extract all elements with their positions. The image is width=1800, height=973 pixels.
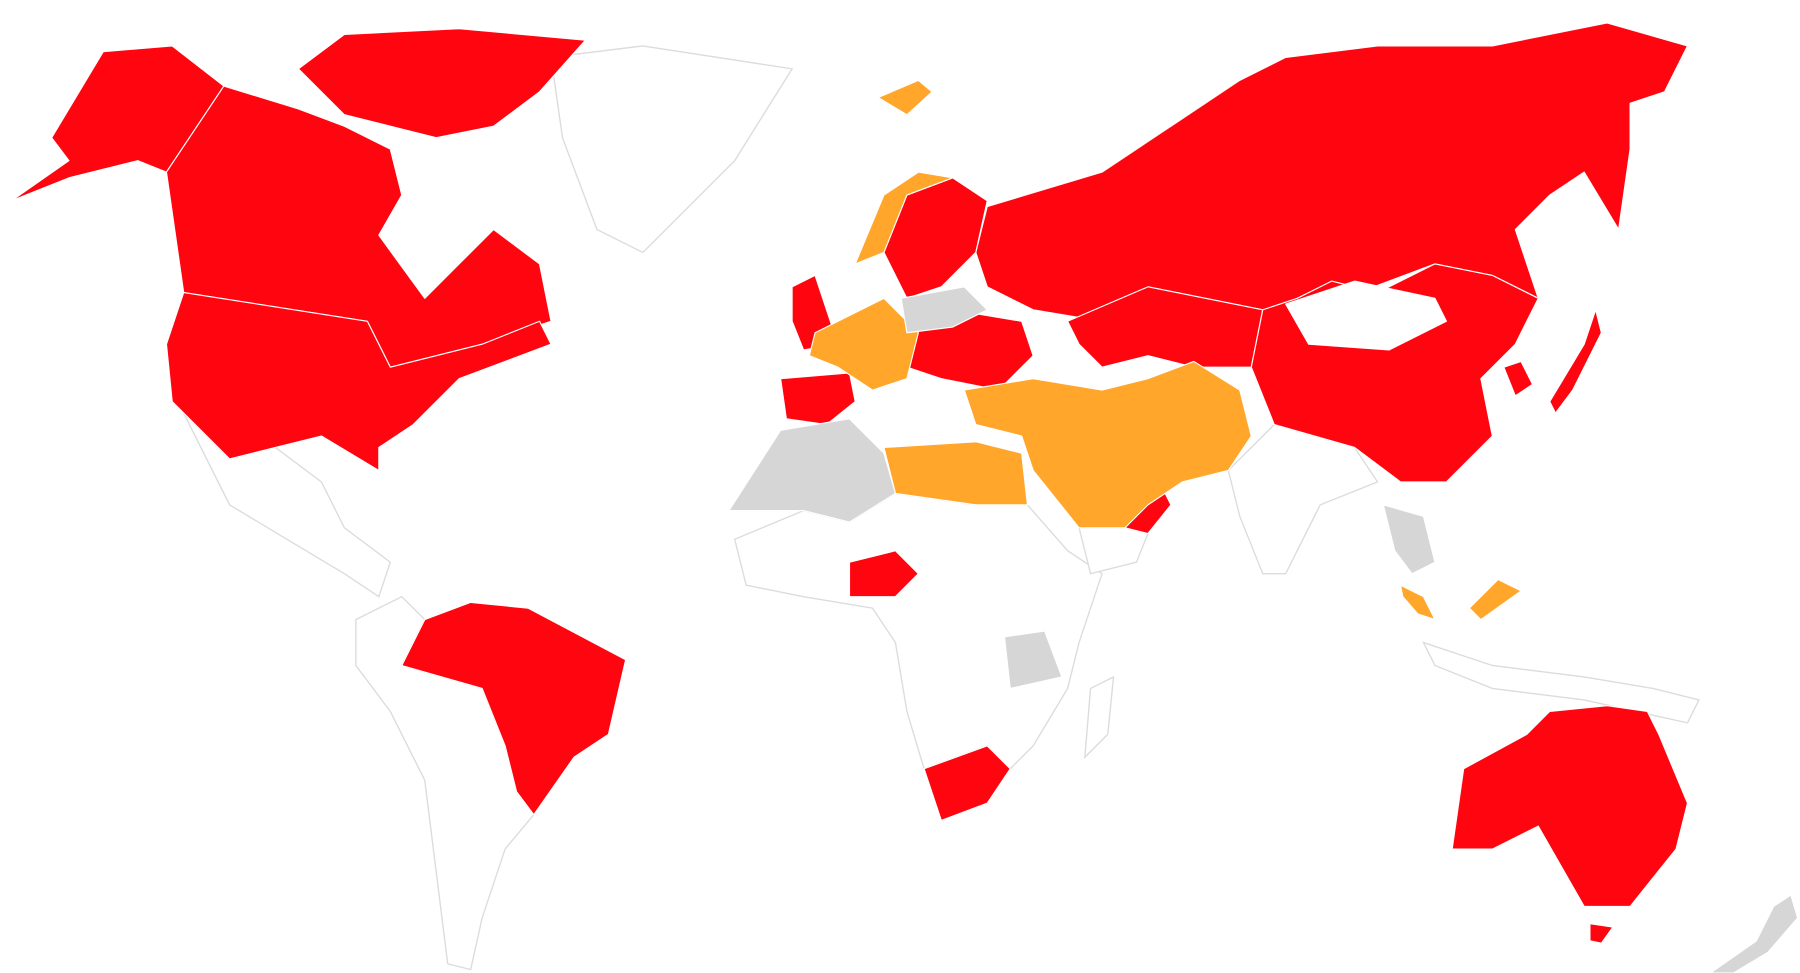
region-southeast-asia	[1382, 504, 1436, 575]
indonesia	[1422, 641, 1700, 724]
arabian-peninsula-south	[1078, 527, 1149, 575]
greenland	[550, 45, 794, 254]
region-tanzania	[1003, 630, 1063, 690]
region-tasmania	[1589, 923, 1614, 944]
region-new-zealand	[1709, 894, 1799, 973]
region-alaska	[10, 45, 225, 202]
region-north-africa	[883, 441, 1028, 506]
region-south-korea	[1503, 360, 1534, 397]
region-south-africa	[923, 745, 1011, 821]
madagascar	[1083, 675, 1115, 760]
region-norway	[854, 171, 954, 265]
region-australia	[1451, 705, 1689, 908]
region-west-africa	[728, 418, 896, 523]
region-malaysia-peninsula	[1399, 584, 1436, 621]
region-spain-portugal	[780, 372, 856, 426]
region-malaysia-borneo	[1468, 578, 1522, 621]
region-nigeria	[848, 550, 919, 598]
region-united-states	[165, 292, 552, 472]
region-canada-arctic-islands	[297, 28, 587, 139]
region-russia	[975, 22, 1689, 322]
region-svalbard	[877, 79, 933, 116]
region-poland-belarus	[900, 286, 988, 334]
region-mongolia	[1285, 280, 1448, 351]
region-japan	[1549, 309, 1602, 414]
region-western-europe	[808, 297, 919, 391]
africa	[733, 492, 1103, 770]
colored-regions	[10, 22, 1799, 973]
region-brazil	[401, 601, 627, 816]
region-middle-east	[963, 360, 1252, 529]
